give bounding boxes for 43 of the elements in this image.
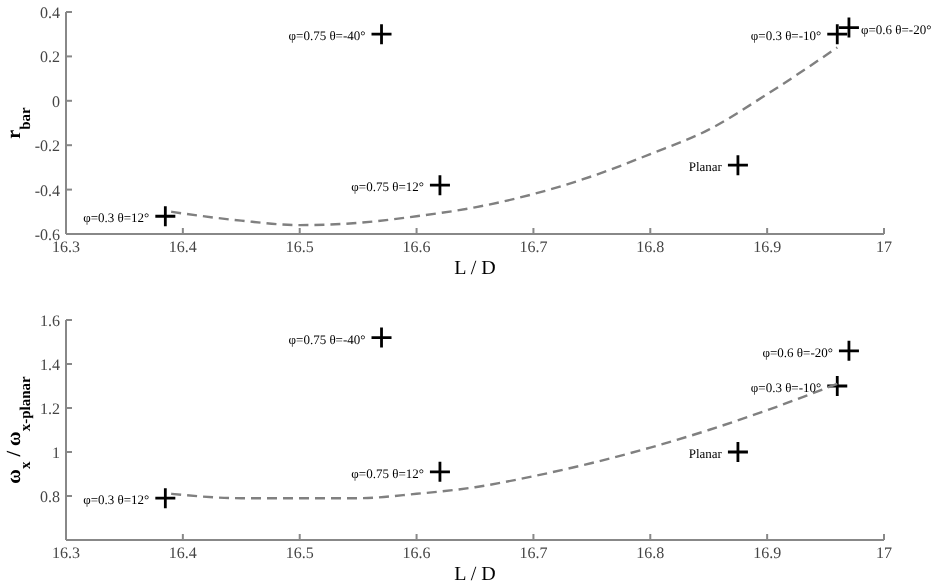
point [428,173,452,197]
y-tick-label: 1.4 [40,356,60,374]
x-tick-label: 16.3 [52,544,80,562]
y-tick-label: 1.6 [40,312,60,330]
x-tick-label: 16.8 [636,238,665,256]
y-tick-label: -0.2 [34,137,60,156]
point [825,374,849,398]
x-tick-label: 16.4 [168,238,197,256]
x-tick-label: 16.5 [285,238,314,256]
y-tick-label: 0.2 [40,48,60,67]
x-axis-title: L / D [454,564,496,584]
x-tick-label: 16.6 [402,238,431,256]
point [726,153,750,177]
x-tick-label: 16.4 [168,544,197,562]
x-tick-label: 17 [876,238,892,256]
y-tick-label: 0 [52,92,60,111]
point [153,204,177,228]
point [837,339,861,363]
x-tick-label: 16.7 [519,544,548,562]
point [726,440,750,464]
point [370,22,393,46]
x-tick-label: 16.3 [52,238,80,256]
x-tick-label: 16.5 [285,544,314,562]
point [153,486,177,510]
point [825,22,849,46]
point [428,460,452,484]
y-tick-label: 1 [52,444,60,462]
y-tick-label: 0.8 [40,488,60,506]
y-tick-label: 1.2 [40,400,60,418]
x-tick-label: 16.9 [753,238,782,256]
line-series [169,382,839,500]
y-tick-label: -0.6 [34,226,60,244]
y-tick-label: 0.4 [40,4,60,22]
point [370,326,393,349]
line-series [169,46,839,227]
x-tick-label: 16.6 [402,544,431,562]
x-tick-label: 16.7 [519,238,548,256]
x-tick-label: 16.8 [636,544,665,562]
x-axis-title: L / D [454,258,496,280]
point [837,16,861,39]
x-tick-label: 16.9 [753,544,782,562]
x-tick-label: 17 [876,544,892,562]
y-tick-label: -0.4 [34,181,60,200]
